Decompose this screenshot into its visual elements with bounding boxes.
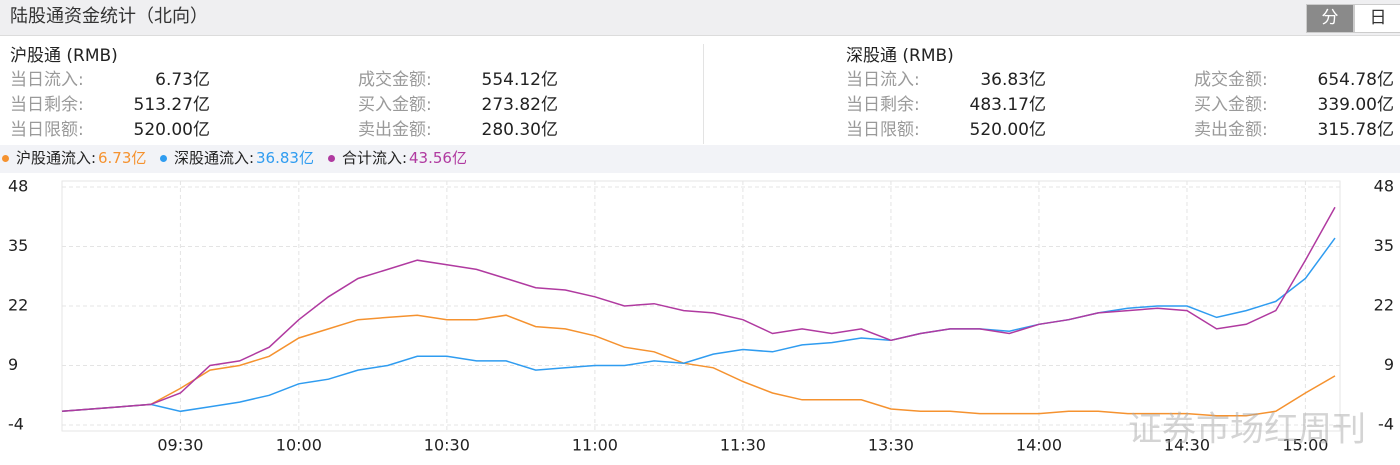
x-tick-label: 15:00: [1282, 436, 1328, 455]
x-tick-label: 14:30: [1164, 436, 1210, 455]
legend-value: 43.56亿: [409, 149, 467, 167]
y2-tick-label: 9: [1384, 355, 1394, 374]
y2-tick-label: 22: [1374, 296, 1394, 315]
legend-label: 深股通流入:: [174, 149, 255, 167]
y-tick-label: 35: [8, 236, 28, 255]
y-tick-label: -4: [8, 415, 24, 434]
watermark: 证券市场红周刊: [1128, 410, 1366, 450]
tab[interactable]: 分: [1306, 4, 1354, 33]
page-title: 陆股通资金统计（北向）: [10, 6, 208, 27]
stat-label: 当日剩余:: [846, 95, 920, 115]
stat-label: 买入金额:: [1194, 95, 1268, 115]
stat-value: 654.78亿: [1317, 70, 1394, 90]
stat-label: 买入金额:: [358, 95, 432, 115]
stat-value: 315.78亿: [1317, 120, 1394, 140]
x-tick-label: 09:30: [157, 436, 203, 455]
stat-value: 483.17亿: [969, 95, 1046, 115]
x-tick-label: 13:30: [868, 436, 914, 455]
y-tick-label: 9: [8, 355, 18, 374]
x-tick-label: 10:30: [424, 436, 470, 455]
stat-label: 卖出金额:: [1194, 120, 1268, 140]
x-tick-label: 14:00: [1016, 436, 1062, 455]
header-bar: [0, 0, 1400, 36]
stat-label: 当日剩余:: [10, 95, 84, 115]
stat-label: 当日流入:: [846, 70, 920, 90]
y-tick-label: 22: [8, 296, 28, 315]
x-tick-label: 11:30: [720, 436, 766, 455]
stat-value: 520.00亿: [133, 120, 210, 140]
y-tick-label: 48: [8, 177, 28, 196]
stat-value: 6.73亿: [155, 70, 210, 90]
y2-tick-label: 48: [1374, 177, 1394, 196]
x-tick-label: 10:00: [276, 436, 322, 455]
stat-label: 卖出金额:: [358, 120, 432, 140]
stat-label: 当日流入:: [10, 70, 84, 90]
series-line: [61, 314, 1336, 417]
stat-value: 513.27亿: [133, 95, 210, 115]
legend-label: 沪股通流入:: [16, 149, 97, 167]
legend-value: 36.83亿: [256, 149, 314, 167]
y2-tick-label: -4: [1378, 415, 1394, 434]
series-line: [61, 237, 1336, 413]
panel-title: 深股通 (RMB): [846, 46, 954, 66]
y2-tick-label: 35: [1374, 236, 1394, 255]
legend-label: 合计流入:: [342, 149, 408, 167]
legend-value: 6.73亿: [98, 149, 147, 167]
stat-label: 当日限额:: [846, 120, 920, 140]
chart: -4 -4 9 9 22 22 35 35 48 48 09:30 10:00 10:30 11:00 11…: [8, 177, 1394, 455]
stat-label: 当日限额:: [10, 120, 84, 140]
tab[interactable]: 日: [1354, 4, 1400, 33]
stat-value: 36.83亿: [980, 70, 1046, 90]
series-line: [61, 206, 1336, 413]
stat-value: 520.00亿: [969, 120, 1046, 140]
legend-dot: [160, 155, 167, 162]
legend-dot: [2, 155, 9, 162]
stat-label: 成交金额:: [1194, 70, 1268, 90]
stat-value: 554.12亿: [481, 70, 558, 90]
legend-bar: [0, 145, 1400, 173]
stat-label: 成交金额:: [358, 70, 432, 90]
stat-value: 273.82亿: [481, 95, 558, 115]
stat-value: 280.30亿: [481, 120, 558, 140]
legend-dot: [328, 155, 335, 162]
panel-title: 沪股通 (RMB): [10, 46, 118, 66]
stat-value: 339.00亿: [1317, 95, 1394, 115]
divider: [703, 44, 704, 144]
x-tick-label: 11:00: [572, 436, 618, 455]
